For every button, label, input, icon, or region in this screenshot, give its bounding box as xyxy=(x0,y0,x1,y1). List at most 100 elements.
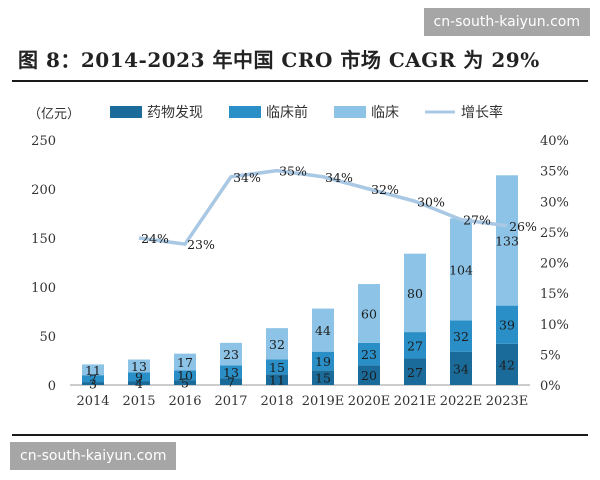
bar-value-label: 7 xyxy=(89,372,97,387)
chart-legend: （亿元） 药物发现 临床前 临床 增长率 xyxy=(28,104,503,122)
growth-value-label: 30% xyxy=(417,194,445,209)
y-tick-label: 50 xyxy=(39,330,56,345)
growth-value-label: 35% xyxy=(279,164,307,179)
bar-2-2019E xyxy=(312,308,334,352)
y-tick-label: 0 xyxy=(48,379,56,394)
bar-value-label: 39 xyxy=(499,318,515,333)
y2-tick-label: 20% xyxy=(540,257,569,272)
growth-value-label: 34% xyxy=(233,170,261,185)
x-tick-label: 2014 xyxy=(76,394,109,409)
cro-market-chart: （亿元） 药物发现 临床前 临床 增长率 0 50 100 150 200 250 0% 5% 10% 1… xyxy=(28,104,569,409)
bar-value-label: 11 xyxy=(85,363,101,378)
x-tick-label: 2023E xyxy=(486,394,529,409)
legend-label-0: 药物发现 xyxy=(147,105,203,121)
y2-tick-label: 5% xyxy=(540,348,561,363)
bar-2-2016 xyxy=(174,353,196,371)
growth-value-label: 24% xyxy=(141,231,169,246)
y2-tick-label: 35% xyxy=(540,165,569,180)
x-tick-label: 2015 xyxy=(122,394,155,409)
y-tick-label: 100 xyxy=(31,281,56,296)
y2-tick-label: 40% xyxy=(540,134,569,149)
chart-bars xyxy=(82,175,518,385)
bar-value-label: 23 xyxy=(223,347,239,362)
x-tick-label: 2016 xyxy=(168,394,201,409)
bar-value-label: 27 xyxy=(407,365,423,380)
bar-value-label: 80 xyxy=(407,286,423,301)
bar-0-2020E xyxy=(358,365,380,385)
bar-0-2015 xyxy=(128,381,150,385)
growth-value-label: 23% xyxy=(187,237,215,252)
y2-tick-label: 0% xyxy=(540,379,561,394)
growth-value-label: 26% xyxy=(509,219,537,234)
bar-value-label: 3 xyxy=(89,377,97,392)
bar-value-label: 104 xyxy=(449,262,473,277)
bar-value-label: 60 xyxy=(361,306,377,321)
bar-2-2018 xyxy=(266,328,288,360)
growth-value-label: 34% xyxy=(325,170,353,185)
legend-swatch-2 xyxy=(334,106,366,118)
bar-1-2018 xyxy=(266,359,288,375)
x-tick-label: 2020E xyxy=(348,394,391,409)
footer-rule xyxy=(12,434,588,436)
legend-label-3: 增长率 xyxy=(461,104,503,121)
bar-value-label: 19 xyxy=(315,354,331,369)
bar-1-2021E xyxy=(404,332,426,359)
growth-value-label: 27% xyxy=(463,213,491,228)
bar-0-2023E xyxy=(496,343,518,385)
bar-0-2017 xyxy=(220,378,242,385)
y2-tick-label: 30% xyxy=(540,195,569,210)
bar-value-label: 13 xyxy=(131,359,147,374)
x-tick-label: 2021E xyxy=(394,394,437,409)
bar-value-label: 20 xyxy=(361,368,377,383)
bar-value-label: 15 xyxy=(269,360,285,375)
bar-1-2023E xyxy=(496,305,518,344)
bar-value-label: 4 xyxy=(135,376,143,391)
x-tick-label: 2017 xyxy=(214,394,247,409)
figure-title: 图 8：2014-2023 年中国 CRO 市场 CAGR 为 29% xyxy=(18,48,540,72)
bar-value-label: 44 xyxy=(315,323,331,338)
bar-value-label: 9 xyxy=(135,370,143,385)
chart-axes: 0 50 100 150 200 250 0% 5% 10% 15% 20% 25% 30% 35% 40%… xyxy=(31,134,569,409)
bar-2-2015 xyxy=(128,359,150,373)
bar-value-label: 42 xyxy=(499,357,515,372)
y-tick-label: 250 xyxy=(31,134,56,149)
bar-value-label: 32 xyxy=(269,337,285,352)
bar-1-2014 xyxy=(82,375,104,383)
y2-tick-label: 15% xyxy=(540,287,569,302)
bar-value-label: 15 xyxy=(315,371,331,386)
bar-0-2014 xyxy=(82,382,104,385)
y-axis-unit-label: （亿元） xyxy=(28,107,80,122)
y-tick-label: 150 xyxy=(31,232,56,247)
bar-1-2016 xyxy=(174,370,196,381)
bar-1-2017 xyxy=(220,365,242,379)
bar-2-2021E xyxy=(404,253,426,333)
x-tick-label: 2018 xyxy=(260,394,293,409)
bar-2-2017 xyxy=(220,342,242,366)
legend-label-1: 临床前 xyxy=(266,104,308,121)
bar-1-2015 xyxy=(128,372,150,382)
x-tick-label: 2019E xyxy=(302,394,345,409)
bar-1-2022E xyxy=(450,320,472,352)
bar-value-label: 7 xyxy=(227,375,235,390)
bar-1-2020E xyxy=(358,342,380,366)
bar-1-2019E xyxy=(312,351,334,371)
bar-value-label: 11 xyxy=(269,373,285,388)
bar-0-2019E xyxy=(312,370,334,385)
bar-value-label: 23 xyxy=(361,347,377,362)
bar-2-2020E xyxy=(358,284,380,343)
bar-value-label: 133 xyxy=(495,233,519,248)
bar-0-2018 xyxy=(266,374,288,385)
title-rule xyxy=(12,80,588,82)
bar-value-label: 5 xyxy=(181,376,189,391)
bar-2-2022E xyxy=(450,218,472,321)
legend-swatch-0 xyxy=(110,106,142,118)
bar-value-label: 17 xyxy=(177,355,193,370)
y2-tick-label: 10% xyxy=(540,318,569,333)
bar-0-2016 xyxy=(174,380,196,385)
growth-value-label: 32% xyxy=(371,182,399,197)
watermark-top: cn-south-kaiyun.com xyxy=(423,8,590,36)
bar-0-2021E xyxy=(404,358,426,385)
bar-2-2023E xyxy=(496,175,518,306)
legend-label-2: 临床 xyxy=(371,105,399,121)
legend-swatch-1 xyxy=(229,106,261,118)
